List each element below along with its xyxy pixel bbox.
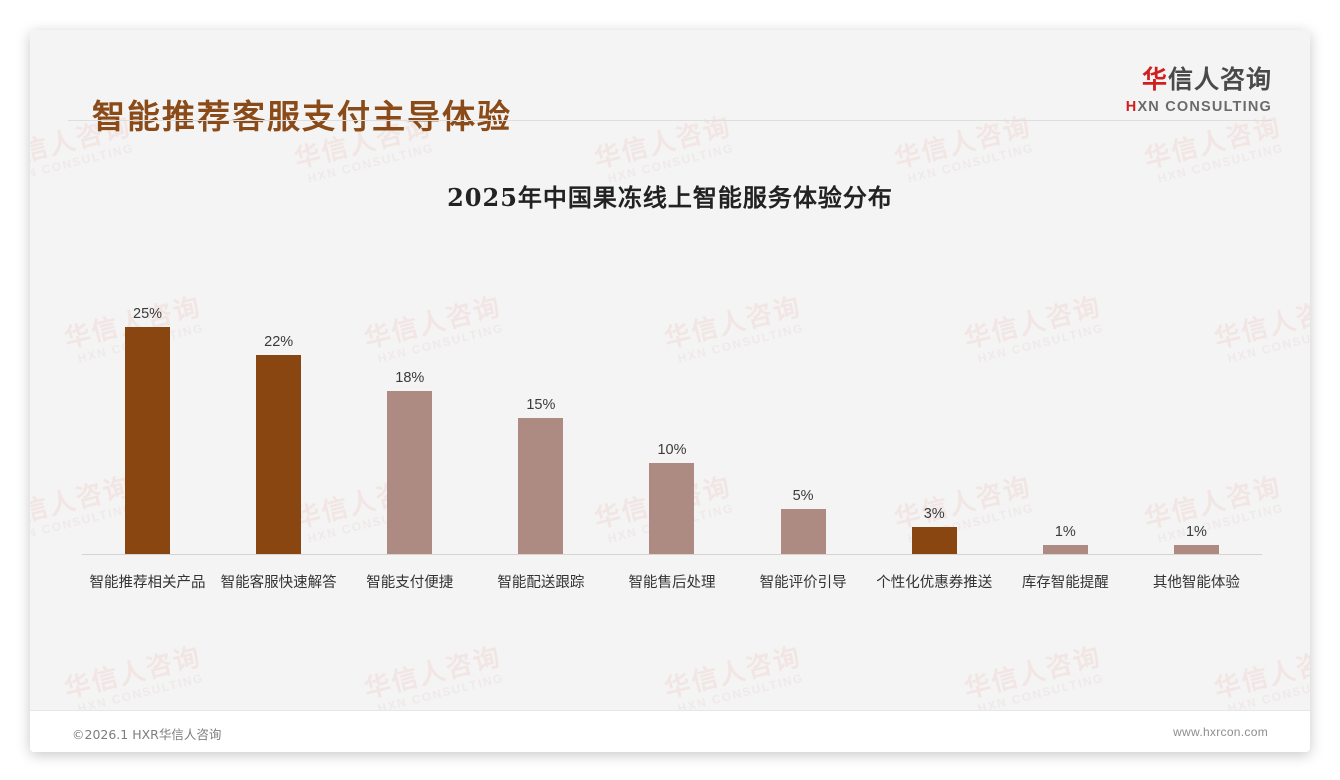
- watermark-en: HXN CONSULTING: [676, 670, 806, 716]
- bar-chart-plot: 25% 智能推荐相关产品 22% 智能客服快速解答 18% 智能支付便捷 15% 智能配送跟踪…: [82, 260, 1262, 591]
- x-axis-line: [82, 554, 1262, 555]
- watermark-cn: 华信人咨询: [661, 641, 805, 705]
- bar-rect[interactable]: [125, 327, 171, 554]
- watermark-en: HXN CONSULTING: [76, 670, 206, 716]
- bar-category-label: 智能客服快速解答: [220, 575, 337, 591]
- bar-category-label: 智能售后处理: [628, 575, 716, 591]
- bar-rect[interactable]: [911, 526, 957, 554]
- logo-en-rest: XN CONSULTING: [1137, 99, 1272, 115]
- bar-category-label: 智能配送跟踪: [497, 575, 585, 591]
- chart-title: 2025年中国果冻线上智能服务体验分布: [447, 183, 893, 212]
- watermark-en: HXN CONSULTING: [1226, 670, 1310, 716]
- bar-value-label: 5%: [792, 487, 814, 504]
- bar-value-label: 10%: [657, 442, 687, 459]
- bar-value-label: 18%: [395, 369, 425, 386]
- bar-group[interactable]: 1% 其他智能体验: [1131, 260, 1262, 591]
- slide-footer: ©2026.1 HXR华信人咨询 www.hxrcon.com: [30, 710, 1310, 752]
- bar-group[interactable]: 1% 库存智能提醒: [1000, 260, 1131, 591]
- watermark-cn: 华信人咨询: [1211, 641, 1310, 705]
- bar-group[interactable]: 22% 智能客服快速解答: [213, 260, 344, 591]
- bar-category-label: 个性化优惠券推送: [876, 575, 993, 591]
- bar-category-label: 其他智能体验: [1152, 575, 1240, 591]
- logo-en-highlight: H: [1125, 99, 1138, 115]
- logo-english-text: HXN CONSULTING: [1062, 99, 1272, 115]
- page-title: 智能推荐客服支付主导体验: [92, 97, 512, 136]
- watermark-cn: 华信人咨询: [361, 641, 505, 705]
- bar-rect[interactable]: [649, 463, 695, 554]
- bar-rect[interactable]: [256, 354, 302, 554]
- logo-cn-rest: 信人咨询: [1167, 65, 1272, 94]
- slide-card: 华信人咨询 HXN CONSULTING 华信人咨询 HXN CONSULTING 华信…: [30, 30, 1310, 752]
- bar-category-label: 智能推荐相关产品: [89, 575, 206, 591]
- bar-value-label: 25%: [133, 306, 163, 323]
- bar-rect[interactable]: [387, 390, 433, 554]
- watermark-cn: 华信人咨询: [61, 641, 205, 705]
- watermark-cn: 华信人咨询: [961, 641, 1105, 705]
- bar-group[interactable]: 25% 智能推荐相关产品: [82, 260, 213, 591]
- bar-value-label: 1%: [1185, 523, 1207, 540]
- logo-chinese-text: 华信人咨询: [1062, 60, 1272, 96]
- bar-rect[interactable]: [1042, 544, 1088, 554]
- bar-category-label: 库存智能提醒: [1021, 575, 1109, 591]
- header-divider: [68, 120, 1272, 121]
- bar-rect[interactable]: [1173, 544, 1219, 554]
- bar-group[interactable]: 10% 智能售后处理: [606, 260, 737, 591]
- logo-cn-highlight: 华: [1141, 65, 1168, 94]
- bar-category-label: 智能评价引导: [759, 575, 847, 591]
- bar-group[interactable]: 15% 智能配送跟踪: [475, 260, 606, 591]
- bar-group[interactable]: 18% 智能支付便捷: [344, 260, 475, 591]
- bar-value-label: 1%: [1054, 523, 1076, 540]
- watermark-en: HXN CONSULTING: [976, 670, 1106, 716]
- bar-value-label: 22%: [264, 333, 294, 350]
- slide-header: 智能推荐客服支付主导体验 华信人咨询 HXN CONSULTING: [30, 30, 1310, 150]
- watermark-en: HXN CONSULTING: [376, 670, 506, 716]
- bar-value-label: 15%: [526, 397, 556, 414]
- copyright-text: ©2026.1 HXR华信人咨询: [72, 727, 222, 742]
- website-url: www.hxrcon.com: [1173, 725, 1268, 739]
- brand-logo: 华信人咨询 HXN CONSULTING: [1062, 60, 1272, 115]
- bar-value-label: 3%: [923, 505, 945, 522]
- bar-category-label: 智能支付便捷: [366, 575, 454, 591]
- bar-series: 25% 智能推荐相关产品 22% 智能客服快速解答 18% 智能支付便捷 15% 智能配送跟踪…: [82, 260, 1262, 591]
- bar-rect[interactable]: [518, 418, 564, 554]
- bar-rect[interactable]: [780, 508, 826, 554]
- bar-group[interactable]: 5% 智能评价引导: [738, 260, 869, 591]
- bar-group[interactable]: 3% 个性化优惠券推送: [869, 260, 1000, 591]
